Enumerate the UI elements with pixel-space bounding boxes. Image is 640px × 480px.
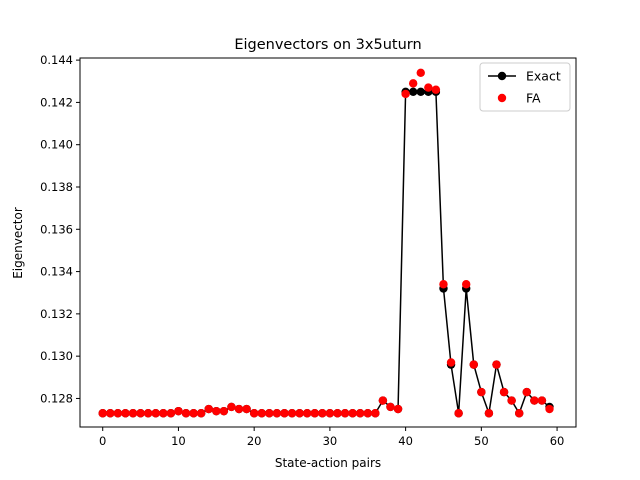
y-axis-label: Eigenvector [11,207,25,279]
fa-data-point [393,404,403,414]
fa-data-point [310,409,319,418]
x-tick-label: 10 [171,434,186,448]
y-tick-label: 0.142 [40,95,73,109]
fa-data-point [386,402,395,412]
fa-data-point [439,280,448,289]
exact-data-point [408,87,418,97]
y-tick-label: 0.136 [40,222,73,236]
y-tick-label: 0.132 [40,307,73,321]
x-tick-label: 20 [247,434,262,448]
fa-data-point [446,358,456,367]
fa-data-point [227,402,236,412]
axes-frame [79,57,577,428]
chart-title: Eigenvectors on 3x5uturn [234,37,421,53]
fa-data-point [128,409,138,418]
fa-data-point [355,409,365,418]
fa-data-point [181,409,191,418]
fa-data-point [431,85,441,94]
fa-data-point [325,409,335,418]
fa-data-point [98,409,107,418]
fa-data-point [257,409,266,418]
fa-data-point [462,280,471,289]
fa-data-point [280,409,289,418]
y-tick-label: 0.128 [40,391,73,405]
fa-data-point [272,409,282,418]
y-tick-label: 0.144 [40,53,73,67]
fa-data-point [401,89,410,99]
fa-data-point [295,409,304,418]
x-axis-label: State-action pairs [275,456,381,470]
fa-data-point [204,404,213,414]
fa-legend-marker [497,93,507,103]
x-tick-label: 30 [323,434,338,448]
fa-data-point [242,404,251,414]
fa-data-point [424,83,433,92]
fa-data-point [234,404,244,414]
fa-data-point [454,409,463,418]
fa-data-point [249,409,259,418]
exact-series-line [102,91,550,416]
fa-data-point [507,396,516,405]
fa-data-point [378,396,388,405]
x-tick-label: 40 [398,434,413,448]
fa-data-point [469,360,478,369]
fa-data-point [477,387,486,397]
fa-legend-label: FA [526,91,541,106]
fa-data-point [537,396,547,405]
fa-data-point [196,409,206,418]
x-tick-label: 60 [550,434,565,448]
fa-data-point [333,409,342,418]
fa-data-point [302,409,312,418]
exact-data-point [416,87,425,97]
fa-data-point [151,409,160,418]
x-tick-label: 50 [474,434,489,448]
fa-data-point [166,409,176,418]
fa-data-point [219,406,229,416]
exact-legend-label: Exact [526,69,561,84]
fa-data-point [159,409,168,418]
fa-data-point [340,409,350,418]
y-tick-label: 0.130 [40,349,73,363]
fa-data-point [492,360,501,369]
fa-data-point [143,409,153,418]
fa-data-point [136,409,145,418]
fa-data-point [212,406,221,416]
y-tick-label: 0.138 [40,180,73,194]
fa-data-point [318,409,327,418]
legend: Exact FA [479,62,571,112]
fa-data-point [189,409,198,418]
fa-data-point [416,68,425,78]
y-tick-label: 0.134 [40,265,73,279]
x-tick-label: 0 [99,434,106,448]
fa-data-point [545,404,554,414]
fa-data-point [174,406,183,416]
fa-data-point [499,387,509,397]
fa-data-point [265,409,274,418]
fa-data-point [106,409,115,418]
fa-data-point [484,409,494,418]
fa-data-point [522,387,531,397]
fa-data-point [371,409,380,418]
fa-data-point [121,409,130,418]
exact-legend-marker [497,71,507,81]
fa-data-point [348,409,357,418]
fa-data-point [363,409,372,418]
fa-data-point [515,409,524,418]
fa-data-point [530,396,539,405]
fa-data-point [287,409,297,418]
y-tick-label: 0.140 [40,138,73,152]
fa-data-point [408,79,418,88]
fa-data-point [113,409,123,418]
plot-area [98,68,554,418]
axis-ticks: 0 10 20 30 40 50 60 0.128 0.130 0.132 0.134 0.136 0.… [40,53,564,448]
